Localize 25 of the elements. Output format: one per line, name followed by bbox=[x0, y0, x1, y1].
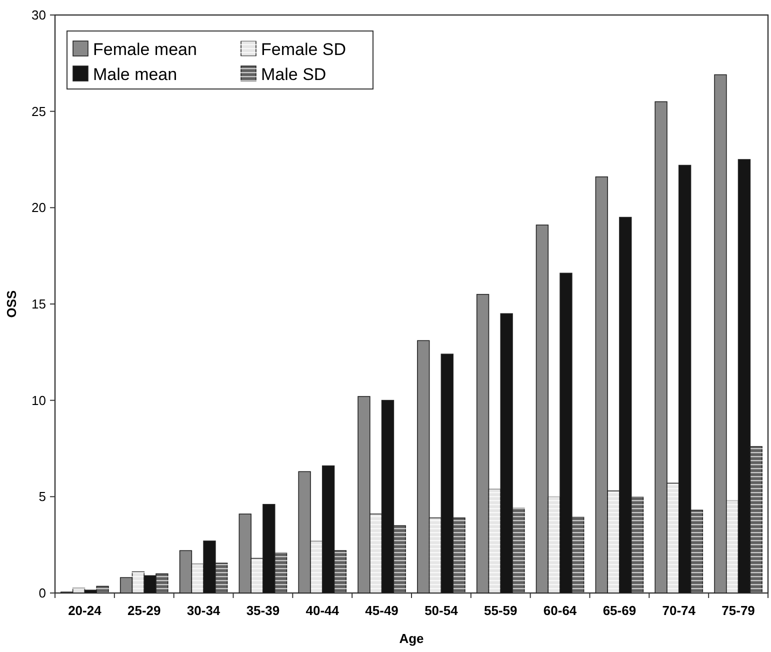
legend-label: Female SD bbox=[261, 40, 346, 59]
legend-label: Female mean bbox=[93, 40, 197, 59]
x-tick-label: 65-69 bbox=[602, 603, 636, 618]
x-tick-label: 55-59 bbox=[484, 603, 518, 618]
y-tick-label: 30 bbox=[32, 8, 46, 23]
x-tick-label: 40-44 bbox=[306, 603, 340, 618]
x-axis-title: Age bbox=[399, 631, 424, 646]
x-tick-label: 35-39 bbox=[246, 603, 280, 618]
legend-label: Male mean bbox=[93, 64, 178, 84]
x-tick-label: 75-79 bbox=[722, 603, 755, 618]
x-tick-label: 60-64 bbox=[543, 603, 578, 618]
x-tick-label: 30-34 bbox=[186, 603, 221, 618]
x-tick-label: 70-74 bbox=[662, 603, 696, 618]
x-tick-label: 25-29 bbox=[128, 603, 161, 618]
y-tick-label: 15 bbox=[32, 296, 46, 312]
y-axis-title: OSS bbox=[4, 290, 19, 318]
y-tick-label: 20 bbox=[32, 200, 46, 216]
x-tick-label: 20-24 bbox=[68, 603, 102, 618]
y-tick-label: 0 bbox=[38, 586, 46, 601]
x-tick-label: 50-54 bbox=[424, 603, 459, 618]
y-tick-label: 10 bbox=[32, 392, 46, 408]
y-tick-label: 5 bbox=[38, 489, 46, 504]
x-tick-label: 45-49 bbox=[365, 603, 398, 618]
legend-label: Male SD bbox=[261, 64, 326, 84]
y-tick-label: 25 bbox=[32, 104, 46, 119]
